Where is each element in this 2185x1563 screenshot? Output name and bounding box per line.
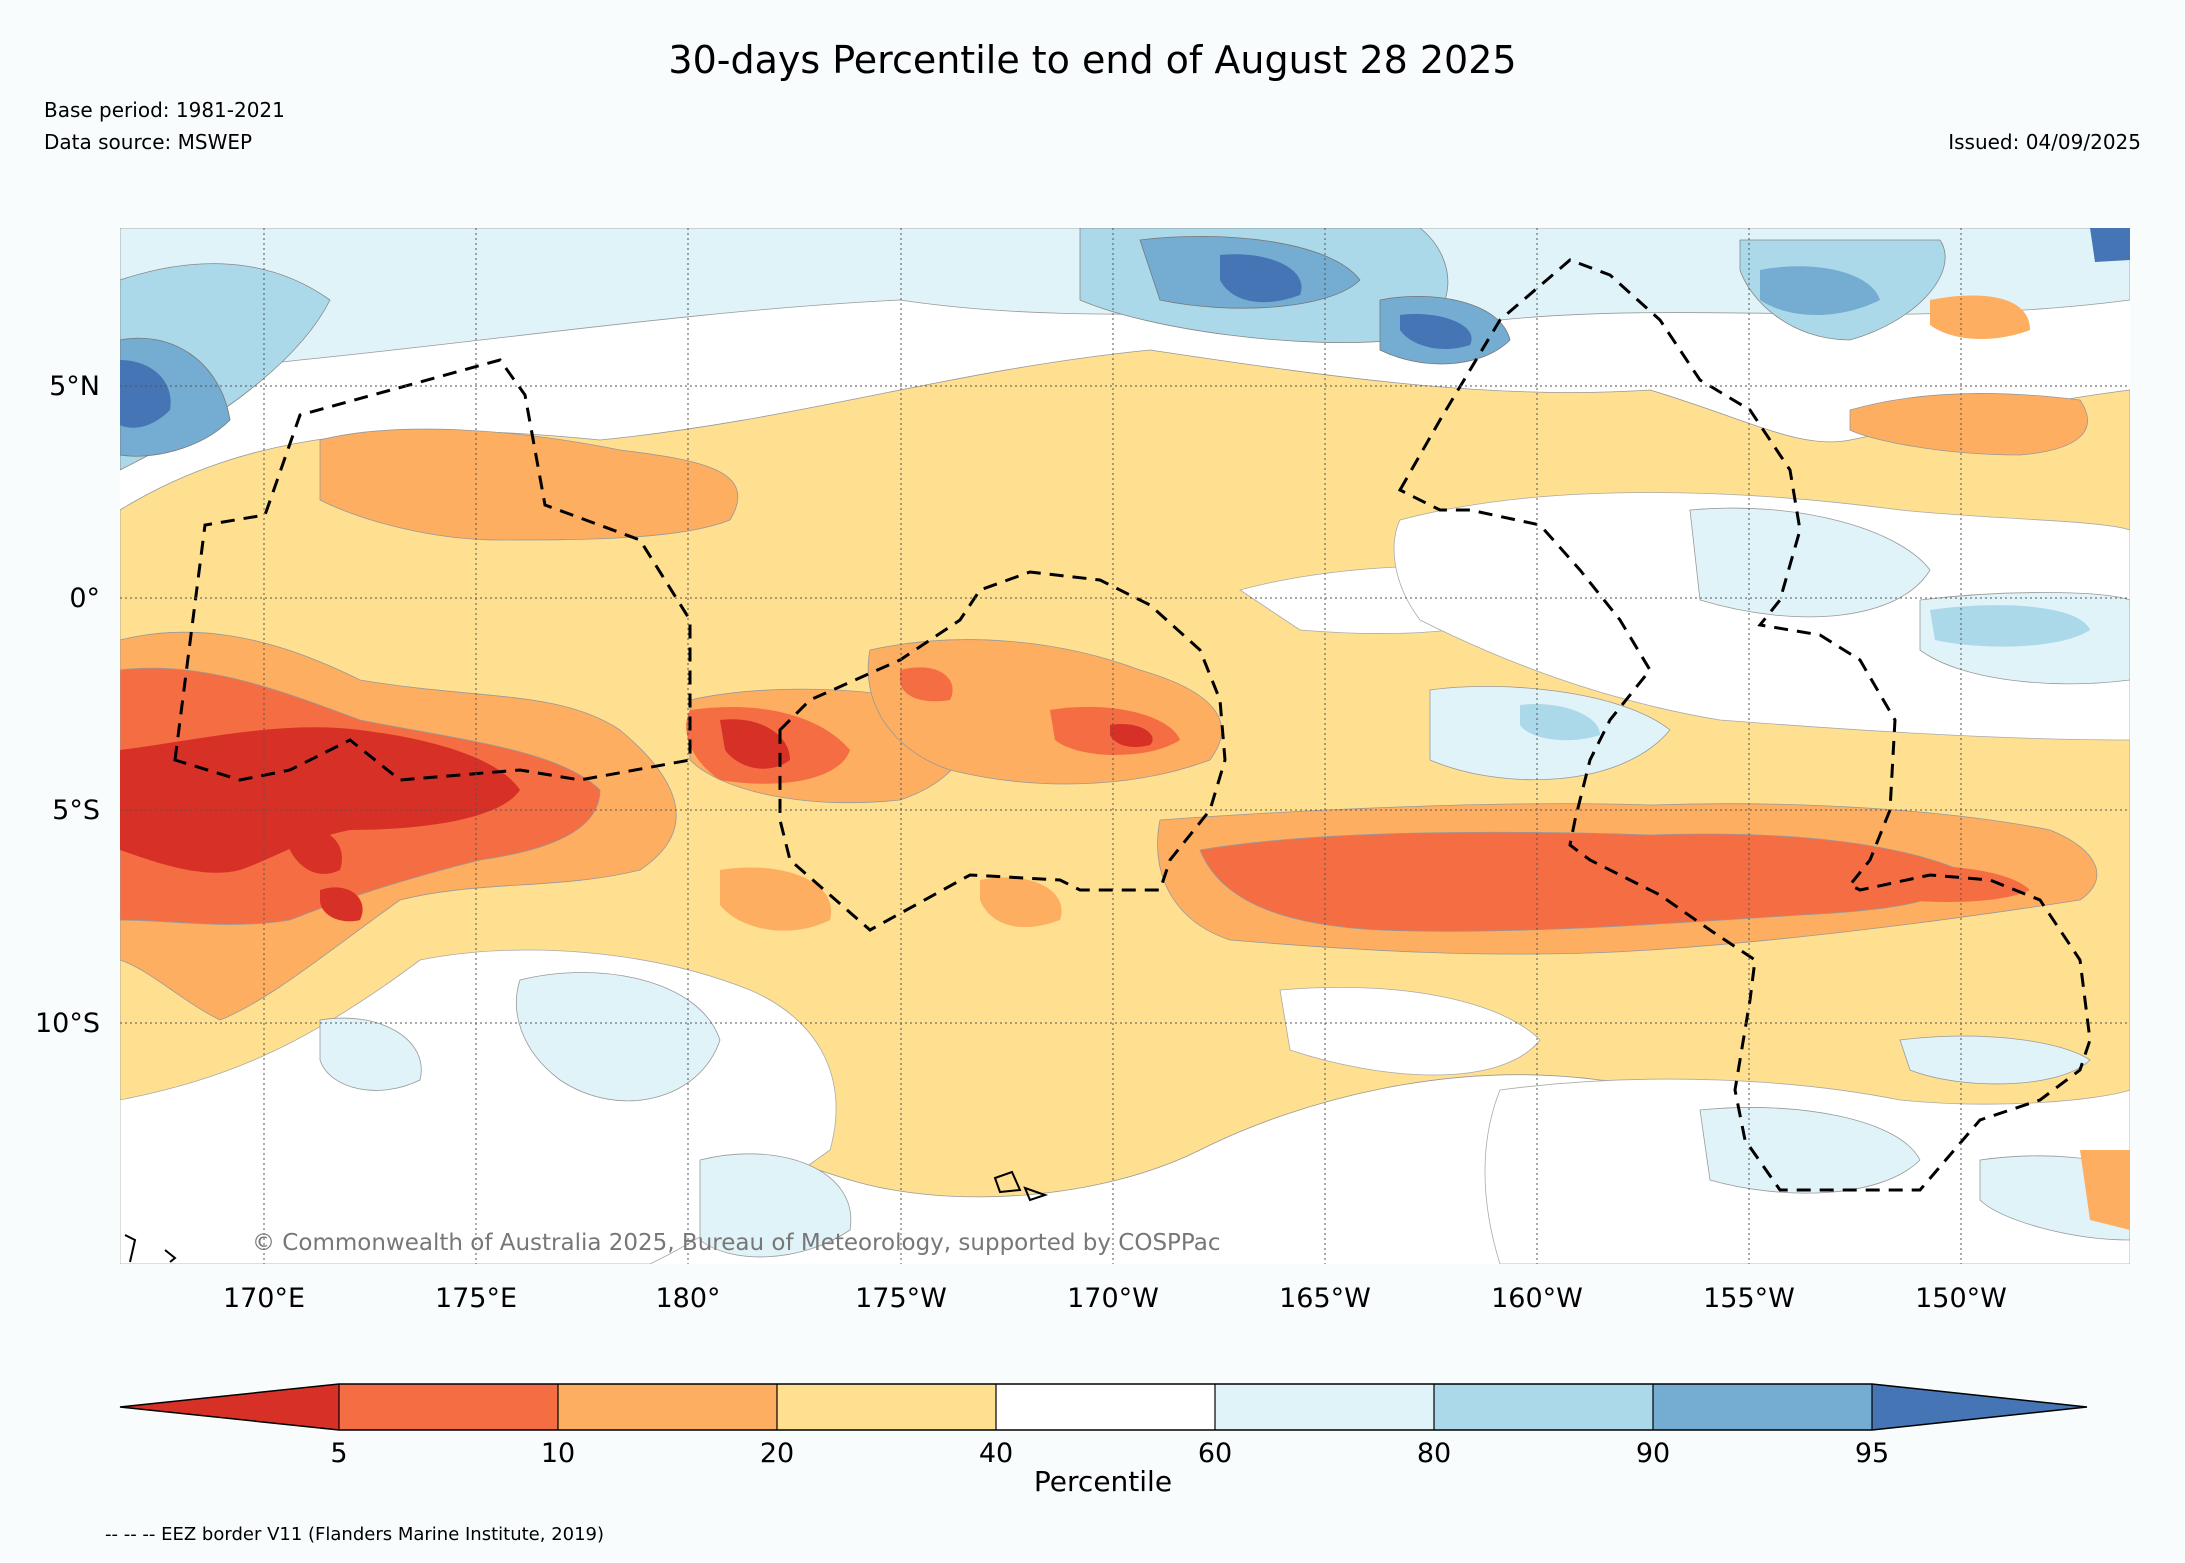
colorbar-segment-40-60: [996, 1384, 1215, 1430]
data-source: Data source: MSWEP: [44, 130, 253, 154]
colorbar-tick-10: 10: [541, 1438, 575, 1469]
lat-label-10s: 10°S: [35, 1008, 100, 1039]
copyright-notice: © Commonwealth of Australia 2025, Bureau…: [252, 1230, 1221, 1256]
lon-label-180: 180°: [655, 1283, 720, 1314]
base-period: Base period: 1981-2021: [44, 98, 285, 122]
colorbar-segment-60-80: [1215, 1384, 1434, 1430]
eez-legend-note: -- -- -- EEZ border V11 (Flanders Marine…: [105, 1524, 605, 1545]
lat-label-5n: 5°N: [49, 371, 100, 402]
map-title: 30-days Percentile to end of August 28 2…: [668, 38, 1517, 82]
colorbar-segment-20-40: [777, 1384, 996, 1430]
eez-borders: [173, 258, 2092, 1192]
colorbar: 5 10 20 40 60 80 90 95 Percentile: [119, 1383, 2088, 1498]
colorbar-label: Percentile: [1034, 1465, 1172, 1498]
graticule: [120, 228, 2130, 1264]
colorbar-tick-80: 80: [1417, 1438, 1451, 1469]
colorbar-segment-above-95: [1872, 1384, 2087, 1430]
island-outlines: [124, 1170, 1049, 1263]
colorbar-tick-95: 95: [1855, 1438, 1889, 1469]
percentile-field: [120, 228, 2130, 1264]
colorbar-tick-40: 40: [979, 1438, 1013, 1469]
lon-label-170w: 170°W: [1067, 1283, 1159, 1314]
lon-label-160w: 160°W: [1491, 1283, 1583, 1314]
lon-label-155w: 155°W: [1703, 1283, 1795, 1314]
lon-label-165w: 165°W: [1279, 1283, 1371, 1314]
issued-date: Issued: 04/09/2025: [1948, 130, 2141, 154]
colorbar-segment-below-5: [120, 1384, 339, 1430]
colorbar-segment-90-95: [1653, 1384, 1872, 1430]
colorbar-segment-80-90: [1434, 1384, 1653, 1430]
latitude-labels: 5°N 0° 5°S 10°S: [35, 371, 100, 1039]
colorbar-segment-5-10: [339, 1384, 558, 1430]
lon-label-175w: 175°W: [855, 1283, 947, 1314]
lat-label-0: 0°: [69, 583, 100, 614]
lat-label-5s: 5°S: [52, 795, 100, 826]
colorbar-tick-90: 90: [1636, 1438, 1670, 1469]
lon-label-150w: 150°W: [1915, 1283, 2007, 1314]
colorbar-tick-60: 60: [1198, 1438, 1232, 1469]
colorbar-tick-5: 5: [330, 1438, 347, 1469]
colorbar-segment-10-20: [558, 1384, 777, 1430]
colorbar-tick-20: 20: [760, 1438, 794, 1469]
lon-label-170e: 170°E: [223, 1283, 305, 1314]
lon-label-175e: 175°E: [435, 1283, 517, 1314]
longitude-labels: 170°E 175°E 180° 175°W 170°W 165°W 160°W…: [223, 1283, 2007, 1314]
